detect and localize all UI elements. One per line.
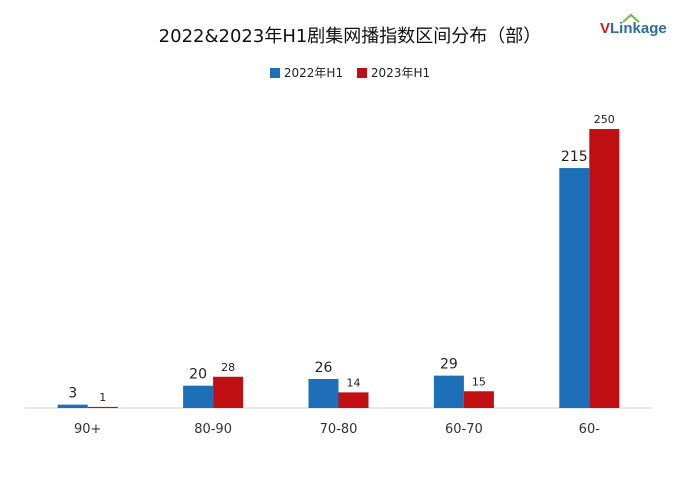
bar-2023-60-70 bbox=[463, 391, 494, 408]
data-label-2022-80-90: 20 bbox=[189, 367, 207, 383]
x-tick-label-60-: 60- bbox=[579, 422, 601, 437]
x-tick-label-80-90: 80-90 bbox=[194, 422, 232, 437]
x-tick-label-90+: 90+ bbox=[74, 422, 101, 437]
x-tick-label-70-80: 70-80 bbox=[320, 422, 358, 437]
bar-2022-90+ bbox=[57, 404, 88, 408]
data-label-2022-90+: 3 bbox=[68, 386, 77, 402]
data-label-2023-70-80: 14 bbox=[347, 376, 361, 389]
legend-swatch-2022 bbox=[269, 67, 280, 78]
data-label-2023-80-90: 28 bbox=[221, 361, 235, 374]
bar-2023-90+ bbox=[87, 406, 118, 408]
data-label-2023-60-70: 15 bbox=[472, 375, 486, 388]
house-roof-icon bbox=[622, 13, 640, 23]
bar-2022-60- bbox=[559, 168, 590, 408]
chart-title: 2022&2023年H1剧集网播指数区间分布（部） bbox=[158, 26, 542, 47]
bar-2023-80-90 bbox=[213, 376, 244, 408]
bar-2023-70-80 bbox=[338, 392, 369, 408]
x-tick-label-60-70: 60-70 bbox=[445, 422, 483, 437]
data-label-2023-90+: 1 bbox=[99, 391, 106, 404]
bar-2022-80-90 bbox=[183, 385, 214, 408]
chart-legend: 2022年H1 2023年H1 bbox=[0, 64, 700, 81]
data-label-2022-60-: 215 bbox=[561, 149, 588, 165]
bar-2023-60- bbox=[589, 129, 620, 408]
legend-item-2022: 2022年H1 bbox=[269, 64, 344, 81]
legend-label-2022: 2022年H1 bbox=[283, 66, 344, 80]
bar-2022-60-70 bbox=[433, 375, 464, 408]
bar-2022-70-80 bbox=[308, 378, 339, 408]
legend-swatch-2023 bbox=[356, 67, 367, 78]
legend-label-2023: 2023年H1 bbox=[370, 66, 431, 80]
legend-item-2023: 2023年H1 bbox=[356, 64, 431, 81]
data-label-2022-60-70: 29 bbox=[440, 357, 458, 373]
data-label-2023-60-: 250 bbox=[594, 113, 615, 126]
vlinkage-logo: VLinkage bbox=[600, 13, 667, 37]
data-label-2022-70-80: 26 bbox=[315, 360, 333, 376]
